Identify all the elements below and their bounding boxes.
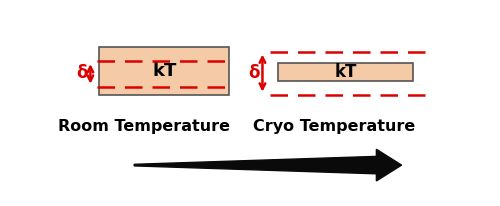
Text: kT: kT	[152, 62, 176, 80]
Polygon shape	[134, 149, 402, 181]
Bar	[278, 63, 413, 81]
Text: Room Temperature: Room Temperature	[58, 119, 230, 134]
Text: δ: δ	[248, 64, 260, 82]
Bar	[100, 47, 229, 95]
Text: kT: kT	[334, 63, 356, 81]
Text: Cryo Temperature: Cryo Temperature	[252, 119, 415, 134]
Text: δ: δ	[76, 64, 88, 82]
